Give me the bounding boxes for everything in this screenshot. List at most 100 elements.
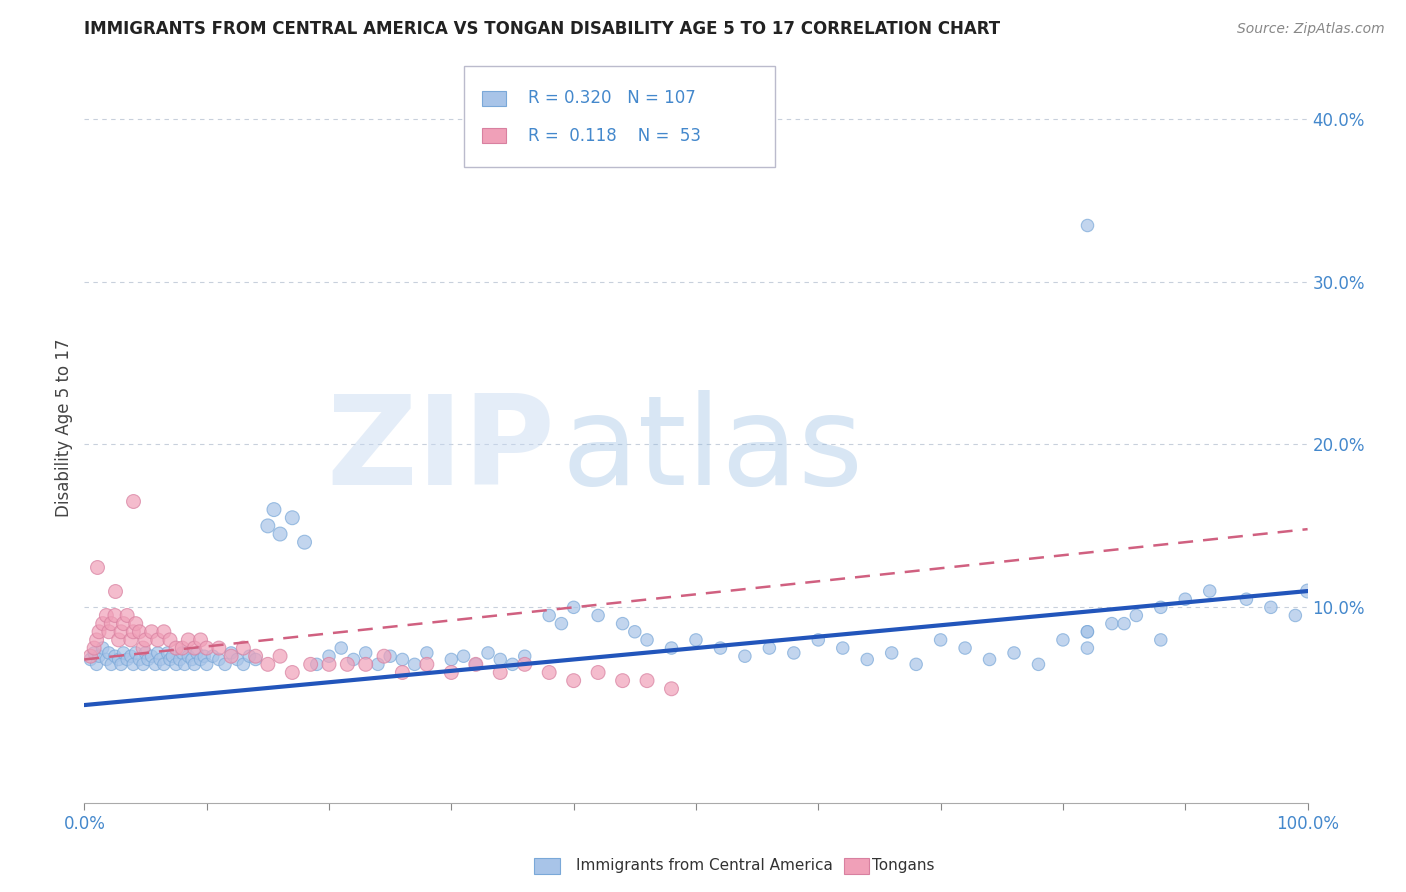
Point (1296, 584, 1319, 599)
Point (550, 616, 572, 631)
Point (132, 641, 155, 656)
Point (636, 632, 658, 647)
Point (100, 616, 122, 631)
Point (612, 673, 634, 688)
Point (1174, 592, 1197, 607)
Point (135, 646, 157, 660)
Point (380, 649, 402, 664)
Point (1101, 616, 1123, 631)
Point (232, 657, 254, 672)
Point (373, 649, 395, 664)
Point (104, 649, 127, 664)
Point (91, 616, 114, 631)
Point (186, 646, 208, 660)
Point (562, 673, 585, 688)
Point (294, 535, 316, 549)
Point (856, 652, 879, 666)
Point (661, 641, 683, 656)
Point (538, 665, 561, 680)
Point (257, 519, 280, 533)
Point (183, 641, 205, 656)
Point (156, 646, 179, 660)
Point (104, 608, 127, 623)
Point (318, 649, 340, 664)
Point (489, 652, 512, 666)
Point (1198, 584, 1220, 599)
Point (172, 646, 194, 660)
Point (110, 657, 132, 672)
Point (342, 652, 364, 666)
Point (132, 657, 155, 672)
Point (391, 652, 413, 666)
Point (1284, 608, 1306, 623)
Text: ZIP: ZIP (326, 390, 555, 511)
Text: R = 0.320   N = 107: R = 0.320 N = 107 (529, 89, 696, 107)
Point (477, 646, 499, 660)
Point (354, 657, 377, 672)
Point (391, 665, 413, 680)
Point (195, 657, 218, 672)
Point (1076, 218, 1098, 232)
Point (177, 632, 200, 647)
Point (128, 652, 150, 666)
Point (513, 657, 536, 672)
Point (513, 649, 536, 664)
Point (120, 632, 142, 647)
Point (122, 494, 145, 508)
Point (269, 527, 291, 541)
FancyBboxPatch shape (482, 128, 506, 144)
Point (122, 624, 145, 639)
Point (146, 632, 169, 647)
Point (107, 632, 129, 647)
Point (149, 652, 172, 666)
Point (172, 641, 194, 656)
Point (104, 584, 127, 599)
Point (96, 608, 118, 623)
Point (464, 657, 486, 672)
Point (181, 652, 204, 666)
Point (226, 652, 249, 666)
Point (299, 657, 322, 672)
Point (1052, 632, 1074, 647)
Point (979, 652, 1001, 666)
Point (263, 502, 285, 516)
Point (135, 632, 157, 647)
Point (146, 646, 169, 660)
Point (612, 616, 634, 631)
Point (953, 641, 976, 656)
Y-axis label: Disability Age 5 to 17: Disability Age 5 to 17 (55, 339, 73, 517)
Point (1260, 600, 1282, 615)
Point (83, 646, 105, 660)
Point (281, 510, 304, 524)
Point (193, 649, 215, 664)
Point (165, 641, 187, 656)
Point (122, 657, 145, 672)
Point (502, 657, 524, 672)
Point (195, 641, 218, 656)
Point (464, 657, 486, 672)
Point (96, 652, 118, 666)
Point (709, 641, 731, 656)
Point (685, 632, 707, 647)
Point (1002, 646, 1025, 660)
Point (110, 624, 132, 639)
Point (586, 665, 609, 680)
Point (1150, 632, 1173, 647)
Point (159, 652, 181, 666)
Point (86, 657, 108, 672)
Text: atlas: atlas (561, 390, 863, 511)
Point (232, 641, 254, 656)
Point (112, 616, 135, 631)
Point (636, 673, 658, 688)
Point (115, 652, 138, 666)
Point (453, 649, 475, 664)
Point (159, 632, 181, 647)
Point (141, 624, 163, 639)
Point (758, 641, 780, 656)
Point (208, 652, 231, 666)
Point (83, 641, 105, 656)
Point (1076, 624, 1098, 639)
Point (624, 624, 647, 639)
Point (416, 657, 439, 672)
Point (107, 652, 129, 666)
